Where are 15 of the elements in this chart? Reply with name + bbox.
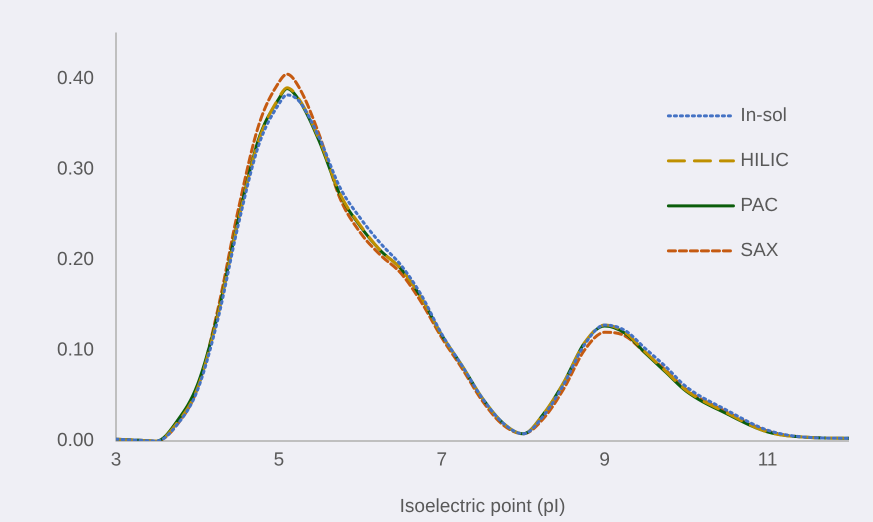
x-tick-label: 3 [110,450,122,471]
x-tick-label: 7 [436,450,448,471]
y-tick-label: 0.10 [57,340,94,361]
y-tick-label: 0.40 [57,68,94,89]
legend-label: HILIC [740,150,790,172]
legend-label: In-sol [740,105,787,126]
y-tick-label: 0.20 [57,249,94,270]
legend-label: SAX [740,240,779,262]
x-tick-label: 11 [758,450,778,471]
y-tick-label: 0.00 [57,430,94,452]
x-axis-title: Isoelectric point (pI) [400,496,566,517]
legend-label: PAC [740,195,778,216]
y-tick-label: 0.30 [57,158,94,180]
x-tick-label: 9 [599,450,610,471]
x-tick-label: 5 [274,450,284,471]
